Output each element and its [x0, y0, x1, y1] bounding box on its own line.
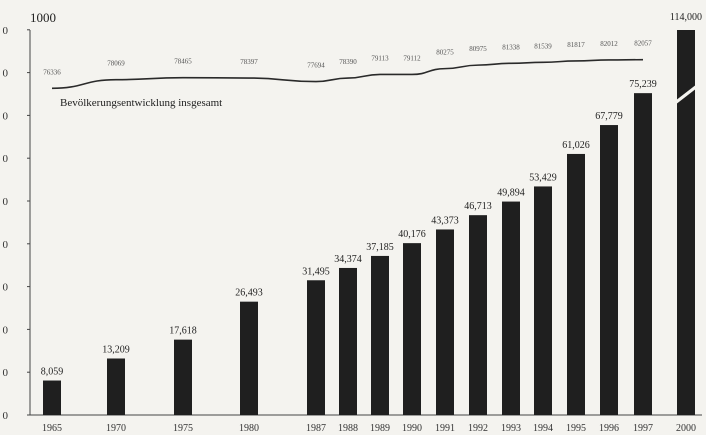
population-value-label: 78390: [339, 58, 357, 66]
bar: [107, 358, 125, 415]
category-label: 1965: [42, 423, 62, 434]
y-tick-label: 0: [3, 282, 9, 294]
y-axis-ticks: 0 0 0 0 0 0 0 0 0 0: [3, 25, 30, 422]
category-label: 1990: [402, 423, 422, 434]
bar-value-label: 67,779: [595, 111, 623, 122]
bar: [371, 255, 389, 415]
category-label: 1995: [566, 423, 586, 434]
bar: [677, 30, 695, 415]
population-value-label: 80275: [436, 49, 454, 57]
bar-value-label: 43,373: [431, 215, 459, 226]
bar: [307, 280, 325, 415]
bar-value-label: 49,894: [497, 188, 525, 199]
category-label: 1970: [106, 423, 126, 434]
bar: [240, 301, 258, 415]
bar: [469, 215, 487, 415]
bar: [43, 380, 61, 415]
category-label: 1997: [633, 423, 653, 434]
y-tick-label: 0: [3, 367, 9, 379]
population-value-label: 78465: [174, 58, 192, 66]
bar: [600, 125, 618, 415]
population-value-label: 79113: [371, 54, 389, 62]
category-label: 2000: [676, 423, 696, 434]
population-value-label: 78397: [240, 58, 258, 66]
category-label: 1987: [306, 423, 326, 434]
population-value-label: 82012: [600, 40, 618, 48]
bar: [502, 201, 520, 415]
bar: [567, 153, 585, 415]
population-value-label: 76336: [43, 68, 61, 76]
y-tick-label: 0: [3, 196, 9, 208]
y-axis-top-label: 1000: [30, 10, 56, 25]
bar-value-label: 46,713: [464, 201, 492, 212]
bar: [436, 229, 454, 415]
population-value-label: 81338: [502, 43, 520, 51]
category-label: 1992: [468, 423, 488, 434]
y-tick-label: 0: [3, 410, 9, 422]
population-line-label: Bevölkerungsentwicklung insgesamt: [60, 97, 222, 109]
bar-value-label: 53,429: [529, 172, 557, 183]
axis-break-mark: [675, 84, 697, 105]
bar: [174, 339, 192, 415]
bar: [403, 243, 421, 415]
bars-group: [43, 30, 697, 415]
population-value-label: 81539: [534, 42, 552, 50]
y-tick-label: 0: [3, 239, 9, 251]
category-label: 1991: [435, 423, 455, 434]
bar-value-label: 13,209: [102, 344, 130, 355]
population-value-label: 80975: [469, 45, 487, 53]
y-tick-label: 0: [3, 324, 9, 336]
category-label: 1988: [338, 423, 358, 434]
population-line: [51, 58, 644, 90]
bar: [634, 93, 652, 415]
bar-value-label: 34,374: [334, 254, 362, 265]
bar-value-label: 31,495: [302, 266, 330, 277]
category-labels-group: 1965 1970 1975 1980 1987 1988 1989 1990 1991 1992…: [42, 423, 696, 434]
y-tick-label: 0: [3, 68, 9, 80]
bar-value-label: 40,176: [398, 229, 426, 240]
category-label: 1993: [501, 423, 521, 434]
category-label: 1980: [239, 423, 259, 434]
bar-value-label: 114,000: [670, 12, 702, 23]
bar-value-label: 37,185: [366, 242, 394, 253]
y-tick-label: 0: [3, 110, 9, 122]
category-label: 1996: [599, 423, 619, 434]
population-value-label: 78069: [107, 60, 125, 68]
population-value-label: 81817: [567, 41, 585, 49]
bar-value-label: 75,239: [629, 79, 657, 90]
y-tick-label: 0: [3, 153, 9, 165]
bar-value-label: 26,493: [235, 288, 263, 299]
value-labels-group: 8,059 13,209 17,618 26,493 31,495 34,374 37,18…: [41, 12, 702, 378]
category-label: 1994: [533, 423, 553, 434]
bar-value-label: 17,618: [169, 326, 197, 337]
population-line-group: Bevölkerungsentwicklung insgesamt 76336 7…: [43, 40, 652, 109]
bar-value-label: 8,059: [41, 367, 64, 378]
population-value-label: 77694: [307, 62, 325, 70]
bar-value-label: 61,026: [562, 140, 590, 151]
y-tick-label: 0: [3, 25, 9, 37]
category-label: 1989: [370, 423, 390, 434]
bar: [534, 186, 552, 415]
bar: [339, 267, 357, 415]
population-value-label: 79112: [403, 54, 421, 62]
population-value-label: 82057: [634, 40, 652, 48]
category-label: 1975: [173, 423, 193, 434]
